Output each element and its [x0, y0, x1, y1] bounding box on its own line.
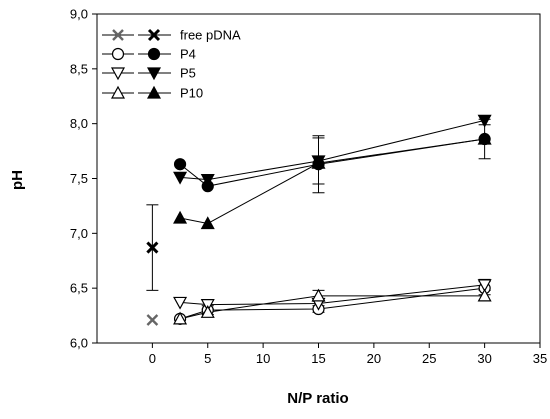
legend-item-3-marker-filled — [146, 85, 162, 99]
x-tick-label-1: 5 — [204, 351, 211, 366]
x-axis-title: N/P ratio — [287, 390, 348, 407]
legend-item-2: P5 — [102, 66, 196, 81]
series-2-line — [179, 287, 485, 320]
series-3-line — [179, 138, 485, 187]
legend-item-3: P10 — [102, 86, 203, 101]
y-tick-label-4: 8,0 — [70, 116, 88, 131]
legend-item-1-label: P4 — [180, 47, 196, 62]
x-tick-label-2: 10 — [256, 351, 270, 366]
series-4-marker-3 — [477, 279, 492, 293]
legend-item-0: free pDNA — [102, 28, 241, 43]
y-tick-label-5: 8,5 — [70, 61, 88, 76]
y-axis-title: pH — [9, 170, 26, 190]
series-5-line — [180, 119, 485, 181]
legend-item-2-label: P5 — [180, 66, 196, 81]
series-5-marker-0 — [173, 171, 188, 185]
legend-item-2-marker-filled — [146, 67, 162, 81]
series-6-line — [179, 295, 485, 320]
series-1-marker-0 — [146, 241, 159, 254]
legend-item-3-label: P10 — [180, 86, 203, 101]
series-6-marker-3 — [477, 288, 492, 302]
series-6-marker-2 — [311, 288, 326, 302]
series-7-marker-1 — [200, 216, 215, 230]
series-1-marker-0-stroke-b — [146, 241, 159, 254]
x-tick-label-7: 35 — [533, 351, 547, 366]
legend-item-0-label: free pDNA — [180, 28, 241, 43]
series-5-marker-1 — [200, 173, 215, 187]
series-0-marker-0-stroke-b — [146, 314, 159, 326]
legend-item-3-marker-open — [110, 85, 126, 99]
legend-item-1-marker-open — [111, 47, 125, 61]
legend-item-2-marker-open — [110, 67, 126, 81]
x-tick-label-6: 30 — [477, 351, 491, 366]
y-tick-label-3: 7,5 — [70, 171, 88, 186]
x-tick-label-4: 20 — [367, 351, 381, 366]
series-0-marker-0 — [146, 314, 159, 326]
y-tick-label-2: 7,0 — [70, 226, 88, 241]
series-4-line — [180, 284, 485, 306]
series-4-marker-0 — [173, 296, 188, 310]
legend-item-0-marker-filled — [147, 28, 161, 42]
legend-item-1: P4 — [102, 47, 196, 62]
y-tick-label-1: 6,5 — [70, 281, 88, 296]
series-3-marker-0 — [173, 158, 187, 171]
series-7-marker-0 — [173, 210, 188, 224]
legend-item-0-marker-open — [112, 29, 124, 41]
axis-ticks: 0 5 10 15 20 25 30 35 6,0 6,5 7,0 7,5 8,0 8,5 9,0 — [70, 7, 547, 367]
x-tick-label-3: 15 — [311, 351, 325, 366]
series-7-marker-2 — [311, 155, 326, 169]
series-lines — [179, 119, 485, 320]
x-tick-label-5: 25 — [422, 351, 436, 366]
series-7-marker-3 — [477, 131, 492, 145]
x-tick-label-0: 0 — [149, 351, 156, 366]
series-5-marker-3 — [477, 114, 492, 128]
legend: free pDNA P4 P5 P10 — [102, 28, 241, 101]
series-7-line — [179, 138, 485, 224]
data-markers — [146, 114, 492, 326]
y-tick-label-0: 6,0 — [70, 336, 88, 351]
legend-item-0-marker-open-stroke-b — [112, 29, 124, 41]
series-6-marker-1 — [200, 305, 215, 318]
y-tick-label-6: 9,0 — [70, 7, 88, 22]
series-6-marker-0 — [173, 311, 188, 325]
legend-item-1-marker-filled — [147, 47, 161, 61]
legend-item-0-marker-filled-stroke-b — [147, 28, 161, 42]
